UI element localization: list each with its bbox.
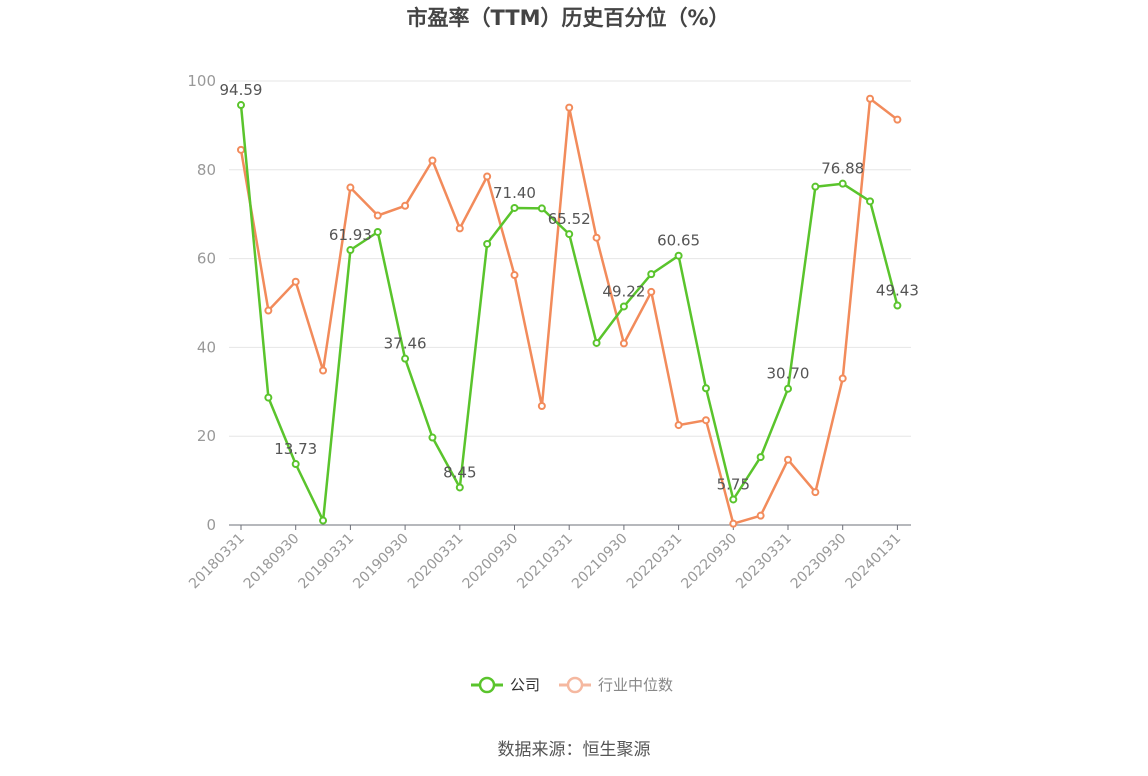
data-point-company-20200331 [455,483,464,492]
x-tick-label-20220331: 20220331 [624,531,686,593]
data-point-industry-20211231 [647,287,656,296]
data-point-industry-20220630 [701,416,710,425]
data-label-company-20240131: 49.43 [876,282,919,300]
y-tick-label-100: 100 [187,72,216,90]
data-point-industry-20191231 [428,156,437,165]
data-point-company-20220630 [701,384,710,393]
data-point-industry-20240131 [893,115,902,124]
data-point-company-20210630 [592,338,601,347]
data-point-industry-20190630 [373,211,382,220]
data-point-industry-20220930 [729,519,738,528]
data-label-company-20180930: 13.73 [274,440,317,458]
data-point-industry-20190930 [401,201,410,210]
data-point-industry-20180630 [264,306,273,315]
data-point-company-20180930 [291,460,300,469]
data-point-industry-20210930 [619,339,628,348]
y-tick-label-20: 20 [197,427,216,445]
data-point-company-20231231 [866,197,875,206]
data-point-company-20200930 [510,203,519,212]
x-tick-label-20200331: 20200331 [405,531,467,593]
legend-label-company: 公司 [510,676,540,694]
x-tick-label-20230331: 20230331 [733,531,795,593]
data-point-industry-20200930 [510,271,519,280]
data-point-company-20190331 [346,246,355,255]
data-point-company-20191231 [428,433,437,442]
data-point-industry-20181231 [319,366,328,375]
x-tick-label-20190331: 20190331 [296,531,358,593]
legend-marker-industry [566,676,584,694]
data-point-industry-20190331 [346,183,355,192]
x-tick-label-20200930: 20200930 [460,531,522,593]
data-labels: 94.59 13.73 61.93 37.46 8.45 71.40 65.52 49.22 6… [220,81,919,493]
data-point-company-20211231 [647,270,656,279]
x-tick-label-20210331: 20210331 [514,531,576,593]
legend-item-industry[interactable]: 行业中位数 [559,676,673,694]
data-label-company-20230331: 30.70 [767,365,810,383]
data-label-company-20210930: 49.22 [602,282,645,300]
data-label-company-20220331: 60.65 [657,232,700,250]
data-source: 数据来源：恒生聚源 [498,740,651,760]
y-tick-label-80: 80 [197,161,216,179]
data-point-industry-20231231 [866,94,875,103]
data-label-company-20220930: 5.75 [717,475,750,493]
x-tick-label-20180930: 20180930 [241,531,303,593]
x-tick-label-20230930: 20230930 [788,531,850,593]
data-point-industry-20230331 [784,455,792,464]
data-label-company-20190930: 37.46 [384,335,427,353]
chart-title: 市盈率（TTM）历史百分位（%） [406,6,729,30]
data-point-company-20221231 [756,453,765,462]
y-tick-label-40: 40 [197,338,216,356]
data-point-industry-20220331 [674,421,683,430]
data-point-industry-20200630 [483,172,492,181]
data-point-industry-20201231 [537,402,546,411]
data-point-company-20181231 [319,516,328,525]
x-tick-label-20240131: 20240131 [843,531,905,593]
data-point-company-20240131 [893,301,902,310]
y-tick-label-0: 0 [206,516,216,534]
data-point-company-20190630 [373,227,382,236]
data-label-company-20210331: 65.52 [548,210,591,228]
data-label-company-20200331: 8.45 [443,463,476,481]
data-label-company-20200930: 71.40 [493,184,536,202]
data-point-company-20180331 [237,101,245,110]
series [237,94,902,528]
data-point-industry-20180331 [237,145,245,154]
data-point-company-20201231 [537,204,546,213]
legend-item-company[interactable]: 公司 [471,676,540,694]
data-label-company-20230930: 76.88 [821,160,864,178]
legend: 公司 行业中位数 [471,676,673,694]
data-label-company-20180331: 94.59 [220,81,263,99]
data-point-company-20220331 [674,251,683,260]
legend-label-industry: 行业中位数 [598,676,673,694]
data-point-industry-20230930 [838,374,847,383]
data-label-company-20190331: 61.93 [329,226,372,244]
x-tick-label-20210930: 20210930 [569,531,631,593]
data-point-industry-20210331 [565,103,574,112]
data-point-industry-20180930 [291,277,300,286]
data-point-industry-20221231 [756,511,765,520]
y-tick-label-60: 60 [197,250,216,268]
data-point-industry-20210630 [592,233,601,242]
x-tick-label-20190930: 20190930 [350,531,412,593]
data-point-company-20230930 [838,179,847,188]
data-point-company-20200630 [483,239,492,248]
series-line-company [239,104,899,522]
data-point-company-20220930 [729,495,738,504]
grid [229,80,911,437]
data-point-industry-20230630 [811,488,820,497]
data-point-company-20230331 [784,384,792,393]
x-tick-label-20220930: 20220930 [678,531,740,593]
data-point-company-20210930 [619,302,628,311]
data-point-industry-20200331 [455,224,464,233]
data-point-company-20210331 [565,230,574,239]
x-tick-label-20180331: 20180331 [186,531,248,593]
legend-marker-company [478,676,496,694]
data-point-company-20180630 [264,393,273,402]
data-point-company-20230630 [811,182,820,191]
data-point-company-20190930 [401,354,410,363]
